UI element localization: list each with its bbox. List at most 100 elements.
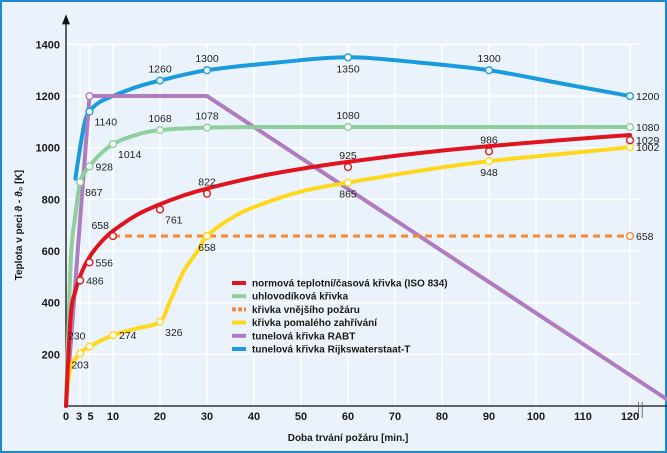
data-label: 556 <box>96 257 114 269</box>
x-tick-label: 40 <box>248 411 260 423</box>
data-label: 1140 <box>95 117 118 129</box>
x-tick-label: 60 <box>342 411 354 423</box>
x-tick-label: 3 <box>76 411 82 423</box>
series-layer <box>64 53 667 408</box>
data-point <box>85 162 94 171</box>
data-label: 486 <box>86 275 104 287</box>
data-label: 1200 <box>636 91 660 103</box>
data-label: 1300 <box>195 53 219 65</box>
y-tick-label: 600 <box>42 246 60 258</box>
x-tick-label: 50 <box>295 411 307 423</box>
labels-layer: 486 556 658 761 822 925 986 1029 867 928 1014 1068 1… <box>68 53 660 371</box>
y-axis-arrow <box>62 14 70 25</box>
data-point <box>625 231 635 241</box>
data-point <box>625 91 635 101</box>
data-point <box>343 53 353 62</box>
legend-entry: tunelová křivka RABT <box>252 331 355 342</box>
y-tick-label: 800 <box>42 194 60 206</box>
x-tick-label: 0 <box>63 411 69 423</box>
data-label: 1350 <box>336 63 360 75</box>
data-label: 865 <box>339 189 357 201</box>
data-label: 203 <box>71 360 89 372</box>
x-tick-label: 110 <box>574 411 592 423</box>
data-point <box>85 107 94 116</box>
data-point <box>343 162 353 172</box>
legend: normová teplotní/časová křivka (ISO 834)… <box>232 279 448 356</box>
y-tick-label: 1000 <box>36 143 60 155</box>
series-line-1 <box>64 124 632 408</box>
data-label: 1080 <box>336 110 360 122</box>
data-point <box>202 66 212 75</box>
data-point <box>202 123 212 132</box>
data-label: 928 <box>96 161 114 173</box>
data-label: 1260 <box>148 64 172 76</box>
data-label: 274 <box>119 330 137 342</box>
data-point <box>155 76 165 85</box>
data-point <box>155 205 165 214</box>
x-tick-label: 120 <box>621 411 639 423</box>
data-label: 326 <box>165 327 183 339</box>
data-point <box>85 91 94 101</box>
x-tick-label: 80 <box>436 411 448 423</box>
data-point <box>155 317 165 326</box>
y-tick-label: 1400 <box>36 39 60 51</box>
data-label: 1080 <box>636 122 660 134</box>
data-label: 658 <box>198 242 216 254</box>
data-label: 1300 <box>477 53 501 65</box>
data-point <box>343 178 353 187</box>
legend-entry: normová teplotní/časová křivka (ISO 834) <box>252 279 448 290</box>
data-point <box>343 122 353 132</box>
y-tick-label: 400 <box>42 298 60 310</box>
data-point <box>202 189 212 198</box>
x-tick-label: 70 <box>389 411 401 423</box>
data-point <box>202 231 212 241</box>
data-point <box>484 147 494 156</box>
data-point <box>108 331 118 340</box>
x-tick-label: 30 <box>201 411 213 423</box>
data-label: 658 <box>91 220 109 232</box>
data-label: 925 <box>339 150 357 162</box>
x-tick-label: 90 <box>483 411 495 423</box>
x-tick-label: 100 <box>527 411 545 423</box>
data-point <box>75 177 85 187</box>
data-label: 948 <box>480 167 498 179</box>
legend-entry: křivka vnějšího požáru <box>252 305 360 316</box>
data-label: 658 <box>636 231 654 243</box>
y-tick-label: 1200 <box>36 91 60 103</box>
data-point <box>85 342 94 351</box>
legend-entry: tunelová křivka Rijkswaterstaat-T <box>252 345 410 356</box>
legend-entry: křivka pomalého zahřívání <box>252 318 378 329</box>
data-point <box>484 157 494 166</box>
data-point <box>75 349 85 358</box>
data-label: 822 <box>198 177 216 189</box>
data-point <box>484 66 494 75</box>
data-point <box>155 126 165 135</box>
data-label: 1068 <box>148 113 172 125</box>
data-point <box>75 276 85 285</box>
data-point <box>108 231 118 241</box>
data-label: 867 <box>85 187 103 199</box>
data-label: 230 <box>68 331 86 343</box>
series-line-0 <box>64 133 632 408</box>
x-tick-label: 5 <box>87 411 93 423</box>
legend-entry: uhlovodíková křivka <box>252 292 349 303</box>
data-label: 1078 <box>195 111 219 123</box>
data-label: 761 <box>165 214 183 226</box>
data-label: 1029 <box>636 135 660 147</box>
data-label: 986 <box>480 134 498 146</box>
y-axis-label: Teplota v peci ϑ - ϑ₀ [K] <box>14 170 25 280</box>
data-point <box>108 139 118 149</box>
data-point <box>625 122 635 132</box>
data-label: 1014 <box>118 149 142 161</box>
data-point <box>625 143 635 152</box>
x-tick-label: 10 <box>107 411 119 423</box>
series-line-4 <box>64 94 667 408</box>
data-label: 1002 <box>636 142 660 154</box>
data-point <box>625 136 635 145</box>
x-tick-label: 20 <box>154 411 166 423</box>
y-tick-label: 200 <box>42 349 60 361</box>
x-axis-label: Doba trvání požáru [min.] <box>288 433 409 444</box>
data-point <box>85 258 94 267</box>
